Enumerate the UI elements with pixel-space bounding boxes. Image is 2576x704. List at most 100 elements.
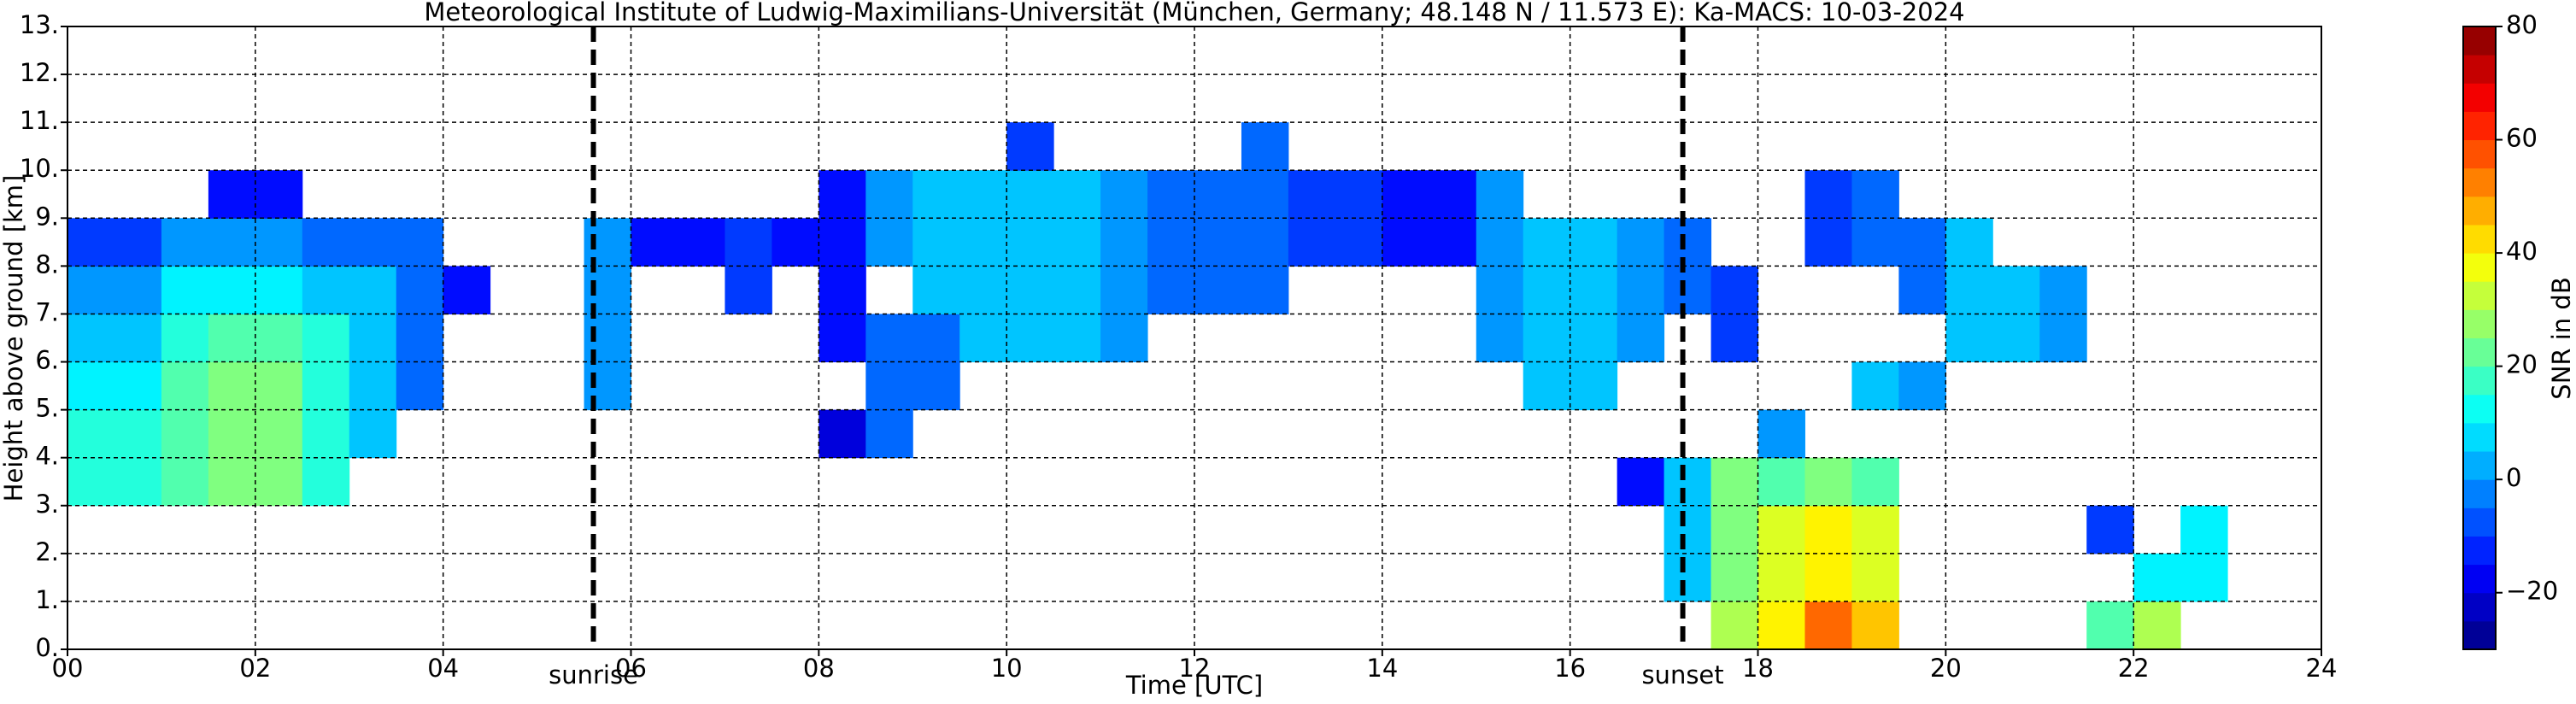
colorbar-step — [2463, 507, 2496, 537]
x-tick-label: 08 — [803, 654, 835, 683]
snr-cell — [1241, 122, 1289, 171]
snr-cell — [1664, 505, 1712, 554]
snr-cell — [396, 314, 444, 363]
snr-cell — [1710, 314, 1758, 363]
x-tick-label: 14 — [1366, 654, 1398, 683]
snr-cell — [1664, 457, 1712, 507]
colorbar-step — [2463, 479, 2496, 508]
snr-cell — [1710, 505, 1758, 554]
x-tick-label: 10 — [991, 654, 1023, 683]
snr-cell — [1664, 218, 1712, 267]
snr-cell — [1992, 314, 2040, 363]
y-tick-label: 11. — [20, 106, 59, 135]
snr-cell — [1006, 122, 1054, 171]
colorbar-step — [2463, 592, 2496, 622]
x-tick-label: 04 — [427, 654, 459, 683]
snr-cell — [866, 409, 913, 459]
snr-cell — [1147, 218, 1195, 267]
snr-cell — [912, 361, 960, 411]
y-tick-label: 10. — [20, 154, 59, 183]
snr-cell — [255, 361, 303, 411]
snr-cell — [1053, 170, 1101, 219]
snr-cell — [161, 409, 209, 459]
snr-cell — [1053, 314, 1101, 363]
snr-cell — [349, 409, 397, 459]
snr-cell — [1006, 266, 1054, 314]
y-tick-label: 9. — [35, 202, 59, 231]
snr-cell — [67, 361, 115, 411]
snr-cell — [725, 218, 772, 267]
x-tick-label: 24 — [2306, 654, 2338, 683]
snr-cell — [1100, 170, 1148, 219]
snr-cell — [1898, 266, 1946, 314]
snr-cell — [302, 361, 350, 411]
colorbar-step — [2463, 309, 2496, 338]
snr-cell — [1382, 218, 1430, 267]
snr-cell — [866, 314, 913, 363]
x-tick-label: 06 — [615, 654, 647, 683]
snr-cell — [1570, 218, 1618, 267]
snr-cell — [1617, 314, 1665, 363]
snr-cell — [1851, 553, 1899, 602]
y-tick-label: 3. — [35, 490, 59, 519]
snr-cell — [2086, 601, 2134, 650]
snr-cell — [1100, 266, 1148, 314]
colorbar-tick-label: 20 — [2506, 350, 2538, 379]
snr-cell — [67, 409, 115, 459]
snr-cell — [1664, 553, 1712, 602]
snr-cell — [1476, 314, 1524, 363]
snr-cell — [1194, 170, 1242, 219]
y-tick-label: 5. — [35, 394, 59, 423]
snr-cell — [1851, 361, 1899, 411]
colorbar-tick-label: 40 — [2506, 237, 2538, 266]
snr-cell — [725, 266, 772, 314]
snr-cell — [1429, 170, 1477, 219]
y-tick-label: 4. — [35, 442, 59, 471]
snr-cell — [1288, 218, 1336, 267]
y-tick-label: 0. — [35, 633, 59, 662]
snr-cell — [1241, 218, 1289, 267]
snr-cell — [396, 361, 444, 411]
colorbar-frame — [2462, 26, 2497, 650]
y-tick-label: 6. — [35, 346, 59, 375]
snr-cell — [912, 218, 960, 267]
snr-cell — [1100, 218, 1148, 267]
snr-cell — [1804, 457, 1852, 507]
snr-cell — [114, 361, 162, 411]
snr-cell — [1617, 457, 1665, 507]
snr-cell — [161, 218, 209, 267]
snr-cell — [1945, 314, 1993, 363]
snr-cell — [1710, 553, 1758, 602]
x-tick-label: 00 — [52, 654, 84, 683]
snr-cell — [161, 361, 209, 411]
x-axis-label: Time [UTC] — [1125, 671, 1263, 700]
snr-cell — [302, 314, 350, 363]
snr-cell — [631, 218, 678, 267]
snr-cell — [1617, 218, 1665, 267]
snr-cell — [114, 457, 162, 507]
snr-cell — [959, 218, 1007, 267]
snr-cell — [302, 218, 350, 267]
snr-cell — [912, 314, 960, 363]
snr-cell — [1335, 218, 1383, 267]
event-label: sunset — [1641, 660, 1723, 689]
snr-cell — [208, 361, 256, 411]
colorbar-step — [2463, 422, 2496, 452]
y-tick-label: 13. — [20, 10, 59, 39]
colorbar-step — [2463, 111, 2496, 141]
snr-cell — [349, 266, 397, 314]
snr-cell — [1006, 314, 1054, 363]
snr-cell — [1429, 218, 1477, 267]
colorbar-tick-label: 0 — [2506, 463, 2521, 492]
snr-cell — [114, 409, 162, 459]
snr-cell — [2039, 266, 2087, 314]
snr-cell — [1757, 409, 1805, 459]
colorbar-step — [2463, 620, 2496, 650]
snr-cell — [1053, 218, 1101, 267]
snr-cell — [1710, 266, 1758, 314]
snr-cell — [1898, 361, 1946, 411]
snr-cell — [208, 314, 256, 363]
snr-cell — [1523, 218, 1571, 267]
y-tick-label: 12. — [20, 58, 59, 87]
snr-cell — [1804, 553, 1852, 602]
